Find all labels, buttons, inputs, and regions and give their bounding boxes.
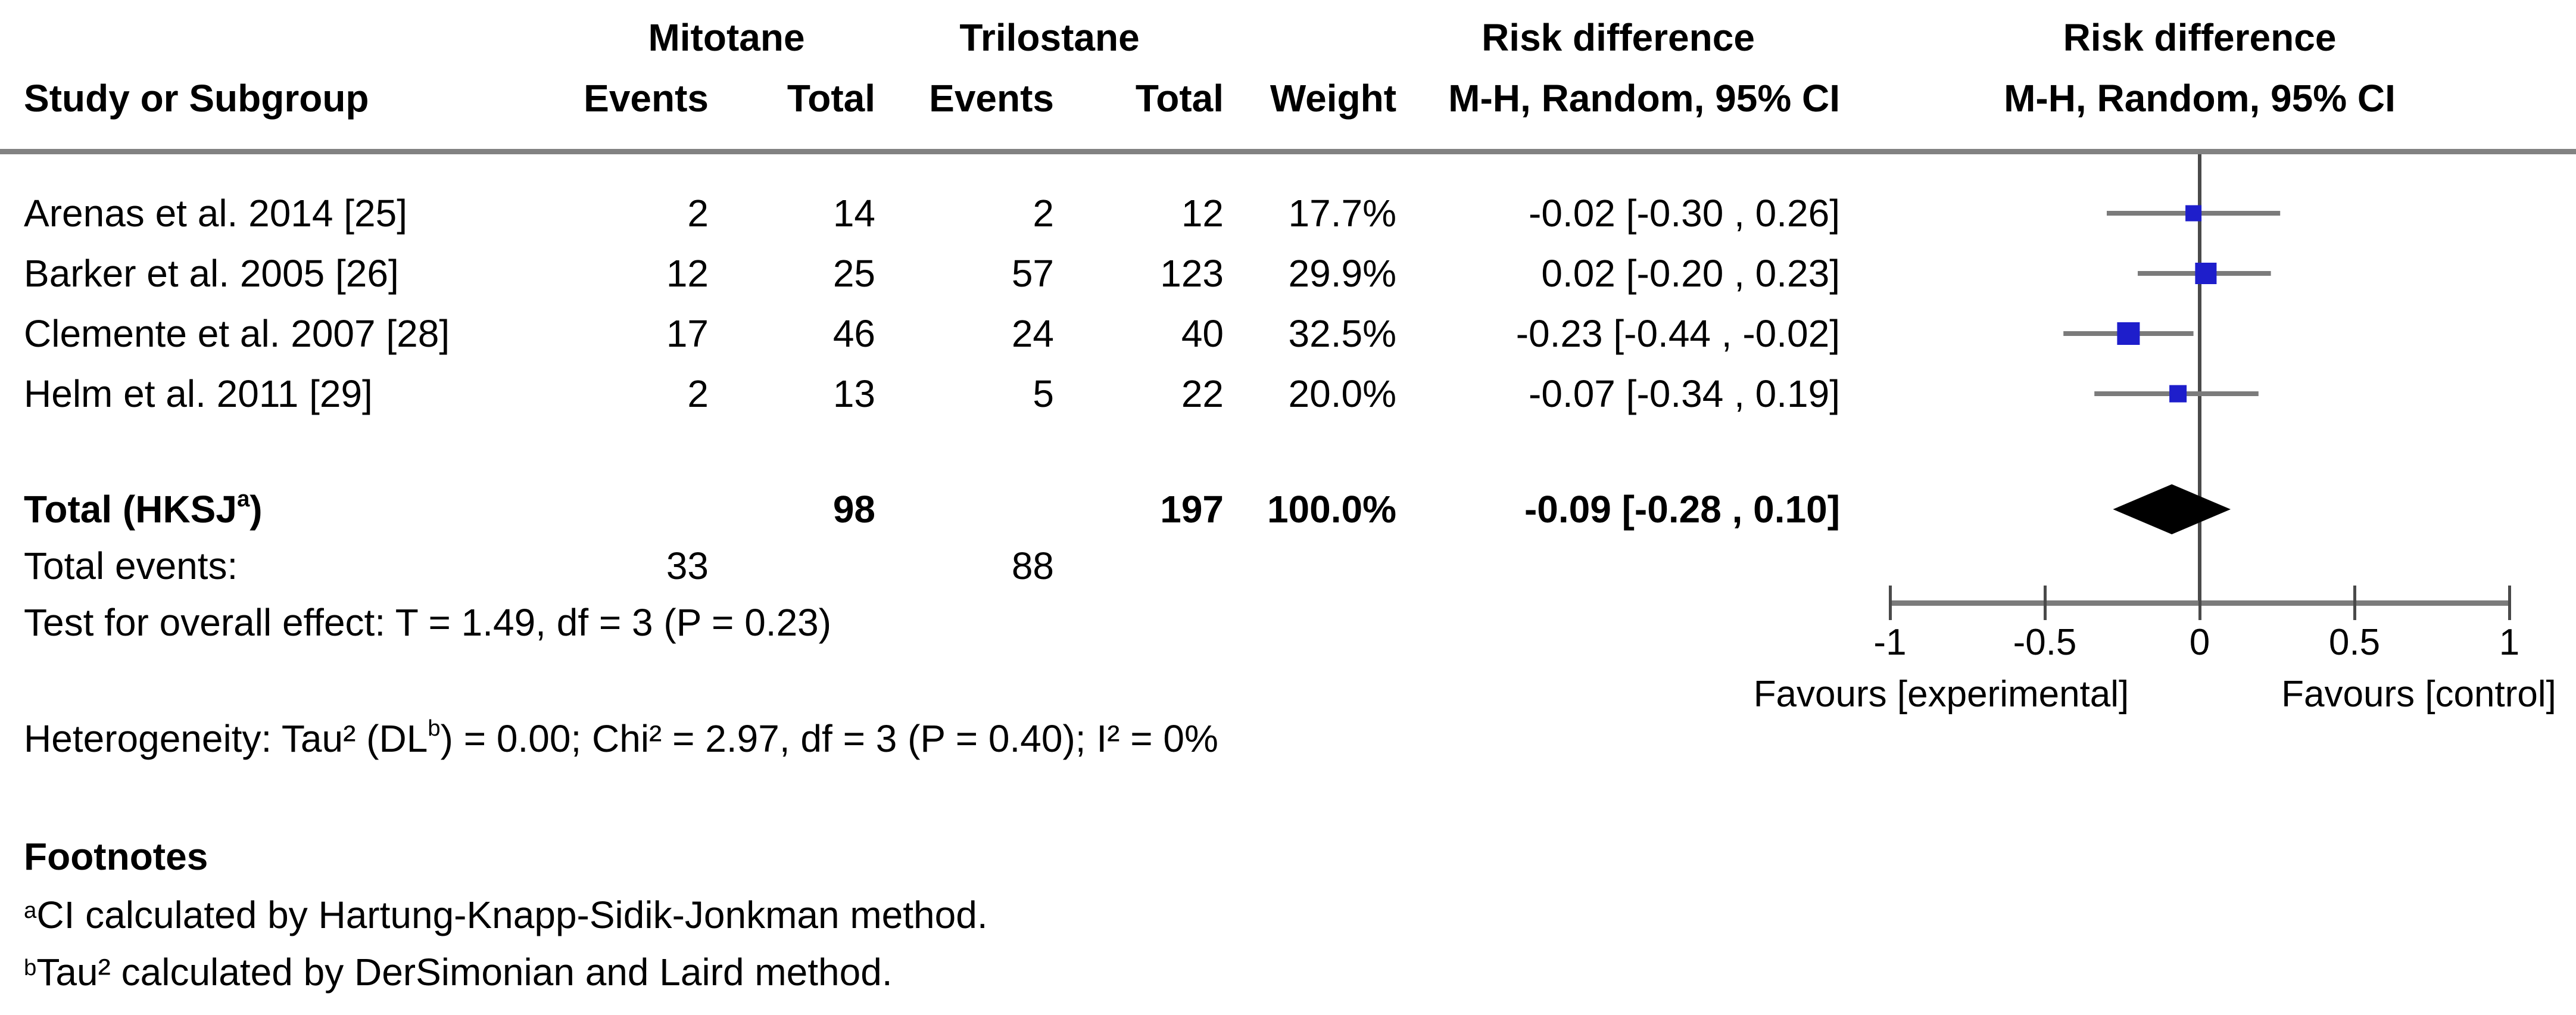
col-header-study: Study or Subgroup — [24, 77, 369, 120]
x-axis-tick — [2044, 586, 2047, 620]
mitotane-total-value: 14 — [832, 192, 875, 235]
mitotane-events-value: 17 — [666, 312, 709, 355]
zero-line — [2198, 154, 2201, 605]
footnote-a-text: CI calculated by Hartung-Knapp-Sidik-Jon… — [36, 893, 988, 936]
mitotane-events-value: 2 — [687, 192, 709, 235]
total-row: Total (HKSJ a) 98 197 100.0% -0.09 [-0.28… — [0, 480, 1840, 539]
x-axis-tick — [2353, 586, 2356, 620]
total-events-row: Total events: 33 88 — [0, 536, 1840, 596]
ci-text-value: 0.02 [-0.20 , 0.23] — [1541, 252, 1840, 295]
weight-value: 20.0% — [1288, 372, 1396, 415]
footnote-b-text: Tau² calculated by DerSimonian and Laird… — [36, 951, 893, 994]
group-header-mitotane: Mitotane — [648, 16, 805, 59]
effect-marker — [2185, 205, 2202, 222]
x-axis-tick — [2198, 586, 2201, 620]
effect-marker — [2169, 385, 2187, 403]
trilostane-events-value: 2 — [1033, 192, 1054, 235]
col-header-trilostane-events: Events — [929, 77, 1054, 120]
axis-tick-label: 0.5 — [2328, 621, 2381, 663]
axis-tick-label: -0.5 — [2013, 621, 2077, 663]
heterogeneity-text-rest: ) = 0.00; Chi² = 2.97, df = 3 (P = 0.40)… — [440, 717, 1218, 760]
heterogeneity-line: Heterogeneity: Tau² (DL b) = 0.00; Chi² =… — [24, 715, 1218, 760]
effect-marker — [2195, 263, 2217, 284]
footnotes-title: Footnotes — [24, 835, 208, 878]
total-label: Total (HKSJ a) — [24, 485, 263, 531]
total-trilostane-total: 197 — [1160, 488, 1224, 531]
effect-marker — [2117, 322, 2140, 345]
total-events-mitotane: 33 — [666, 544, 709, 587]
mitotane-total-value: 46 — [832, 312, 875, 355]
favours-control-label: Favours [control] — [2281, 673, 2556, 715]
study-label: Arenas et al. 2014 [25] — [24, 192, 407, 235]
table-row: Clemente et al. 2007 [28] 17 46 24 40 32… — [0, 304, 1840, 363]
heterogeneity-text: Heterogeneity: Tau² (DL — [24, 717, 428, 760]
total-weight: 100.0% — [1267, 488, 1396, 531]
axis-tick-label: 1 — [2499, 621, 2520, 663]
mitotane-events-value: 2 — [687, 372, 709, 415]
x-axis-tick — [1889, 586, 1892, 620]
plot-header-subtitle: M-H, Random, 95% CI — [2004, 77, 2396, 120]
col-header-weight: Weight — [1270, 77, 1396, 120]
trilostane-total-value: 123 — [1160, 252, 1224, 295]
footnote-b-marker: b — [24, 954, 37, 980]
col-header-mitotane-events: Events — [584, 77, 709, 120]
study-label: Clemente et al. 2007 [28] — [24, 312, 450, 355]
ci-text-value: -0.02 [-0.30 , 0.26] — [1529, 192, 1840, 235]
favours-experimental-label: Favours [experimental] — [1753, 673, 2129, 715]
header-rule — [0, 149, 2576, 154]
trilostane-events-value: 24 — [1011, 312, 1054, 355]
trilostane-total-value: 12 — [1181, 192, 1224, 235]
weight-value: 32.5% — [1288, 312, 1396, 355]
footnote-b: bTau² calculated by DerSimonian and Lair… — [24, 942, 1810, 1002]
table-row: Helm et al. 2011 [29] 2 13 5 22 20.0% -0… — [0, 364, 1840, 424]
weight-value: 17.7% — [1288, 192, 1396, 235]
study-label: Barker et al. 2005 [26] — [24, 252, 399, 295]
col-header-mh-ci: M-H, Random, 95% CI — [1448, 77, 1840, 120]
group-header-risk-difference: Risk difference — [1482, 16, 1755, 59]
summary-diamond — [2113, 484, 2231, 534]
weight-value: 29.9% — [1288, 252, 1396, 295]
table-row: Barker et al. 2005 [26] 12 25 57 123 29.… — [0, 244, 1840, 303]
footnote-a: aCI calculated by Hartung-Knapp-Sidik-Jo… — [24, 885, 1810, 945]
trilostane-total-value: 40 — [1181, 312, 1224, 355]
study-label: Helm et al. 2011 [29] — [24, 372, 373, 415]
plot-header-title: Risk difference — [2063, 16, 2337, 59]
table-row: Arenas et al. 2014 [25] 2 14 2 12 17.7% … — [0, 183, 1840, 243]
total-label-close: ) — [250, 488, 263, 531]
ci-text-value: -0.23 [-0.44 , -0.02] — [1515, 312, 1840, 355]
axis-tick-label: 0 — [2189, 621, 2210, 663]
mitotane-events-value: 12 — [666, 252, 709, 295]
trilostane-events-value: 57 — [1011, 252, 1054, 295]
footnote-a-marker: a — [24, 897, 37, 923]
mitotane-total-value: 25 — [832, 252, 875, 295]
group-header-trilostane: Trilostane — [959, 16, 1140, 59]
total-events-label: Total events: — [24, 544, 238, 587]
total-ci-text: -0.09 [-0.28 , 0.10] — [1524, 488, 1840, 531]
total-events-trilostane: 88 — [1011, 544, 1054, 587]
col-header-trilostane-total: Total — [1135, 77, 1224, 120]
ci-text-value: -0.07 [-0.34 , 0.19] — [1529, 372, 1840, 415]
trilostane-total-value: 22 — [1181, 372, 1224, 415]
axis-tick-label: -1 — [1873, 621, 1907, 663]
total-label-text: Total (HKSJ — [24, 488, 237, 531]
x-axis-tick — [2508, 586, 2511, 620]
overall-effect-line: Test for overall effect: T = 1.49, df = … — [24, 601, 832, 644]
trilostane-events-value: 5 — [1033, 372, 1054, 415]
col-header-mitotane-total: Total — [787, 77, 875, 120]
mitotane-total-value: 13 — [832, 372, 875, 415]
total-mitotane-total: 98 — [832, 488, 875, 531]
